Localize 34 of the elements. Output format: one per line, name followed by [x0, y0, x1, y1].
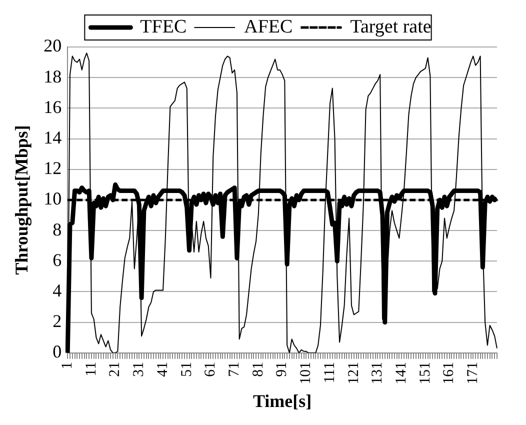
legend-label: AFEC — [244, 16, 293, 38]
y-tick-label: 20 — [44, 36, 62, 56]
x-tick-label: 161 — [441, 362, 458, 384]
x-tick-label: 41 — [154, 362, 171, 377]
y-tick-label: 0 — [52, 342, 62, 362]
x-tick-label: 71 — [226, 362, 243, 377]
x-tick-label: 91 — [274, 362, 290, 377]
x-tick-label: 11 — [83, 362, 100, 376]
x-tick-label: 31 — [131, 362, 148, 377]
legend-label: Target rate — [350, 16, 432, 38]
y-tick-label: 4 — [52, 280, 62, 300]
x-tick-label: 111 — [322, 362, 338, 384]
x-tick-label: 61 — [202, 362, 219, 377]
x-tick-label: 141 — [394, 362, 410, 384]
x-tick-label: 101 — [298, 362, 314, 384]
x-tick-label: 121 — [346, 362, 362, 384]
x-axis-title: Time[s] — [252, 390, 312, 411]
y-tick-label: 8 — [52, 219, 62, 240]
y-tick-label: 10 — [44, 188, 62, 209]
y-tick-label: 6 — [52, 250, 62, 270]
y-tick-label: 16 — [44, 96, 62, 117]
x-tick-label: 151 — [417, 362, 434, 384]
legend-label: TFEC — [140, 16, 187, 38]
y-tick-label: 14 — [44, 128, 62, 148]
y-tick-label: 12 — [44, 158, 62, 178]
x-tick-label: 1 — [60, 362, 76, 370]
x-tick-label: 51 — [178, 362, 195, 377]
x-tick-label: 131 — [370, 362, 386, 384]
y-tick-label: 18 — [44, 66, 62, 86]
x-tick-label: 21 — [107, 362, 124, 377]
x-tick-label: 171 — [465, 362, 482, 384]
x-tick-label: 81 — [250, 362, 266, 377]
y-axis-title: Throughput[Mbps] — [11, 125, 32, 275]
y-tick-label: 2 — [52, 311, 62, 332]
